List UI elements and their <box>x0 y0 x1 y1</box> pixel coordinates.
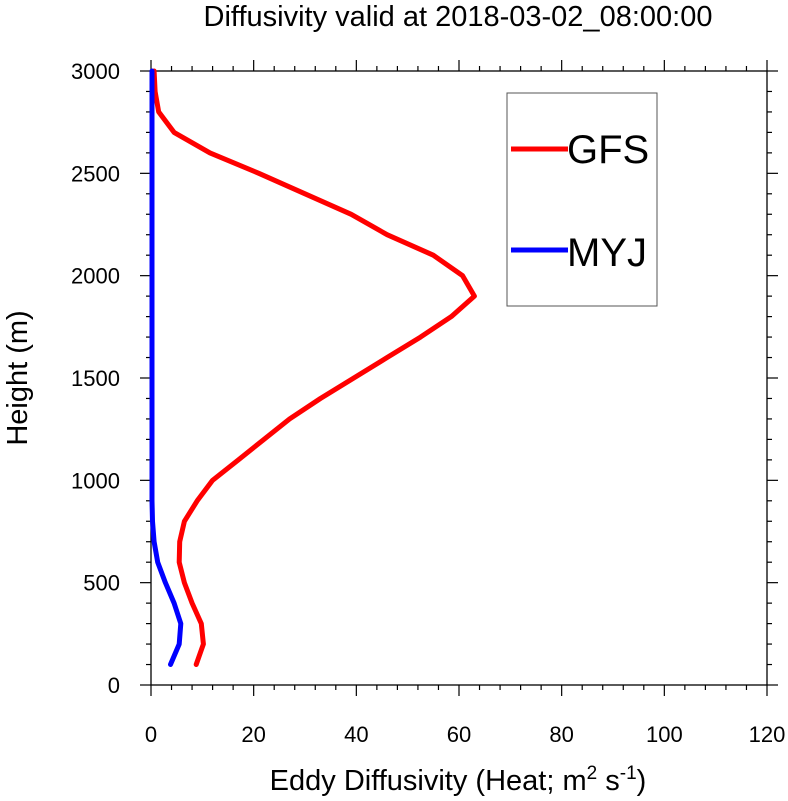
series-lines <box>149 68 477 667</box>
y-tick-label: 1500 <box>71 366 120 391</box>
x-tick-label: 20 <box>241 722 265 747</box>
series-line-gfs <box>151 68 477 667</box>
x-axis-label: Eddy Diffusivity (Heat; m2 s-1) <box>270 763 647 797</box>
plot-area <box>150 70 768 686</box>
series-line-myj <box>149 68 184 667</box>
x-tick-label: 0 <box>145 722 157 747</box>
legend: GFS MYJ <box>506 92 658 307</box>
x-tick-label: 100 <box>646 722 683 747</box>
x-axis-label-main: Eddy Diffusivity (Heat; m <box>270 765 587 797</box>
x-tick-label: 60 <box>447 722 471 747</box>
legend-myj-label: MYJ <box>567 231 647 275</box>
y-tick-label: 1000 <box>71 468 120 493</box>
chart-title: Diffusivity valid at 2018-03-02_08:00:00 <box>204 1 713 33</box>
y-axis-label: Height (m) <box>2 310 34 445</box>
y-tick-label: 3000 <box>71 59 120 84</box>
x-tick-label: 40 <box>344 722 368 747</box>
x-tick-label: 120 <box>749 722 786 747</box>
legend-gfs-label: GFS <box>567 128 649 172</box>
y-tick-label: 2500 <box>71 161 120 186</box>
y-tick-label: 2000 <box>71 264 120 289</box>
y-tick-labels: 0 500 1000 1500 2000 2500 3000 <box>71 59 120 698</box>
x-axis-label-mid: s <box>597 765 620 797</box>
x-axis-label-end: ) <box>637 765 647 797</box>
x-tick-labels: 0 20 40 60 80 100 120 <box>145 722 785 747</box>
x-tick-label: 80 <box>549 722 573 747</box>
x-axis-label-sup1: 2 <box>587 763 598 784</box>
x-axis-label-sup2: -1 <box>620 763 637 784</box>
axis-ticks <box>140 60 778 696</box>
y-tick-label: 500 <box>83 571 120 596</box>
y-tick-label: 0 <box>108 673 120 698</box>
legend-box <box>506 92 658 307</box>
